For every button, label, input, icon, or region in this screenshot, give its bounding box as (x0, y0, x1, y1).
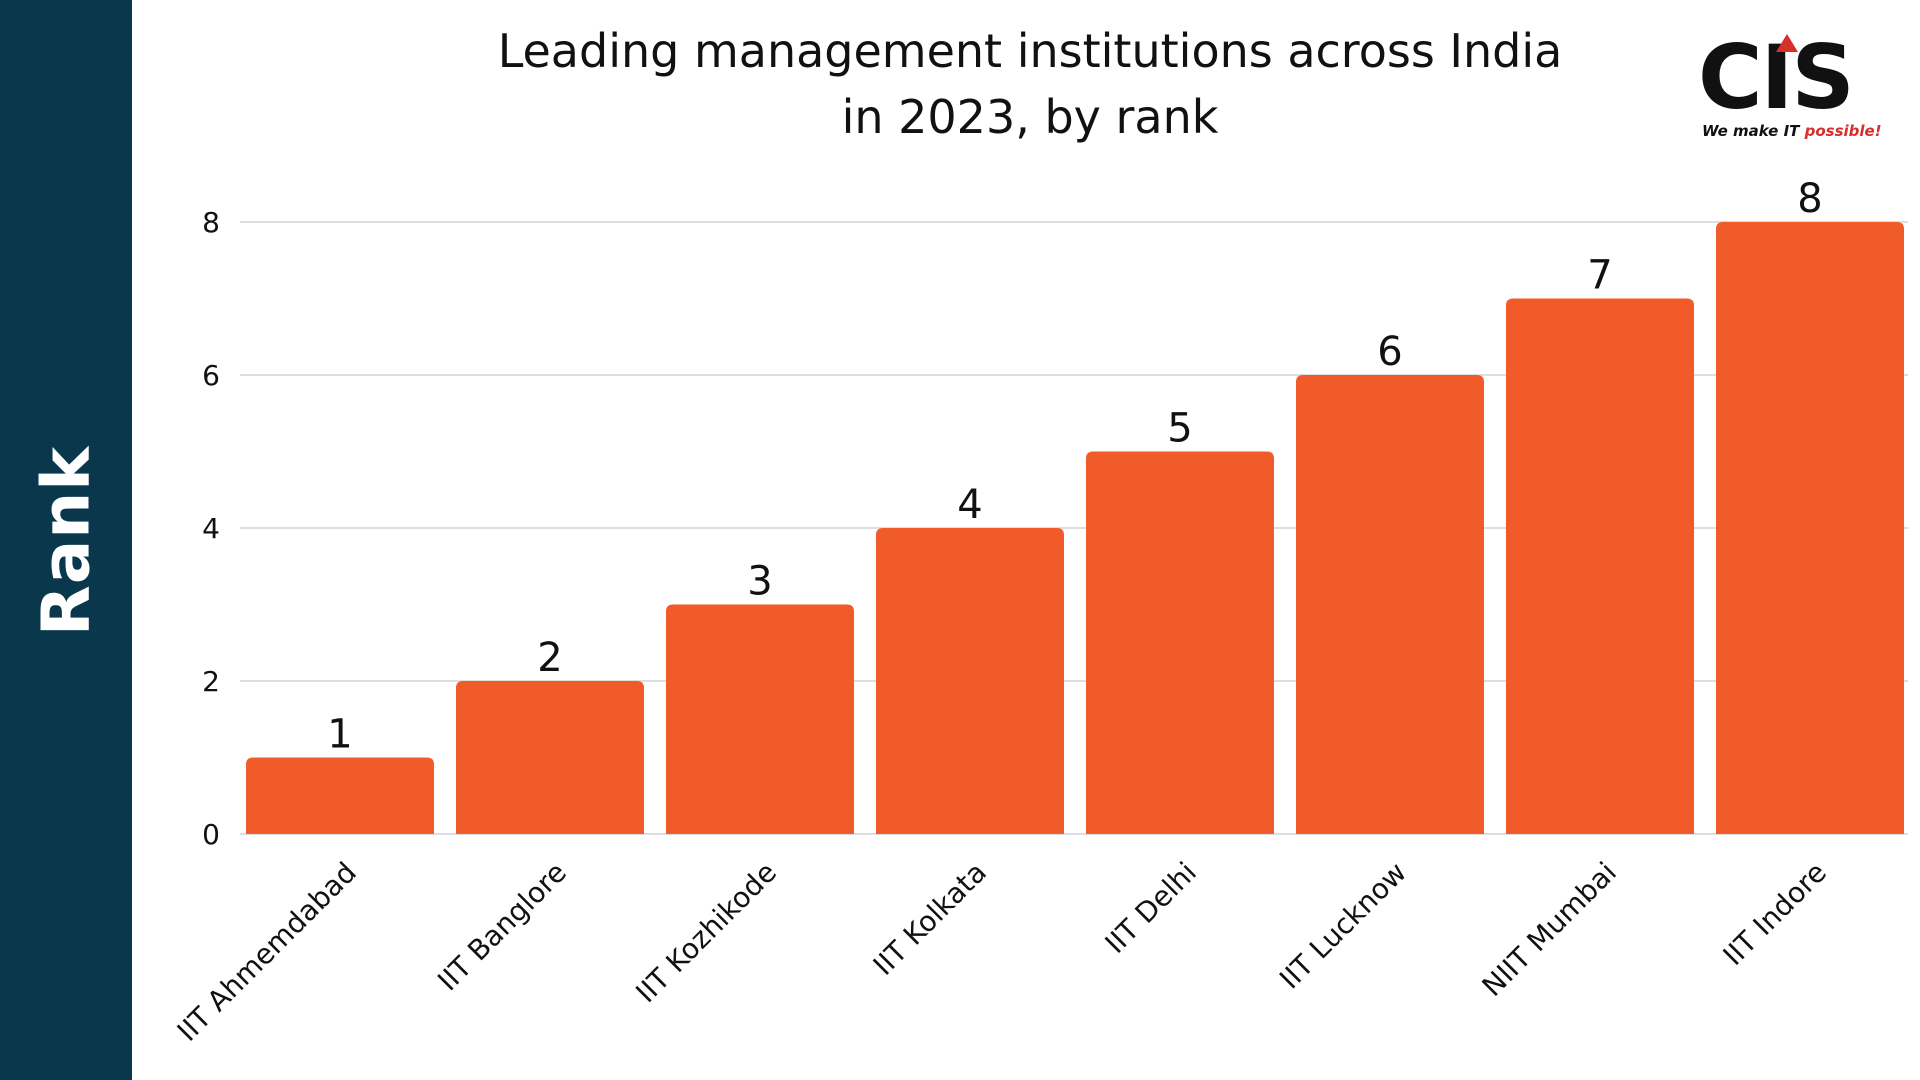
x-tick-label: IIT Delhi (1099, 856, 1203, 960)
bar (456, 681, 644, 834)
y-tick-label: 2 (202, 665, 220, 698)
x-tick-label: IIT Lucknow (1273, 856, 1413, 996)
bar (1506, 298, 1694, 834)
x-tick-label: IIT Banglore (431, 856, 573, 998)
data-label: 2 (537, 635, 562, 681)
logo-tagline-prefix: We make IT (1702, 122, 1805, 140)
x-tick-label: IIT Kolkata (867, 856, 993, 982)
bar (876, 528, 1064, 834)
bars (246, 222, 1904, 834)
data-label: 3 (747, 559, 772, 605)
data-label: 4 (957, 482, 982, 528)
y-tick-label: 6 (202, 359, 220, 392)
x-tick-label: IIT Kozhikode (629, 856, 783, 1010)
data-label: 6 (1377, 329, 1402, 375)
y-tick-label: 4 (202, 512, 220, 545)
chart-title: Leading management institutions across I… (400, 18, 1660, 150)
chart-title-line-1: Leading management institutions across I… (497, 24, 1563, 78)
x-tick-label: NIIT Mumbai (1476, 856, 1623, 1003)
side-band: Rank (0, 0, 132, 1080)
bar (246, 757, 434, 834)
data-label: 8 (1797, 176, 1822, 222)
cis-logo: CIS We make IT possible! (1690, 22, 1890, 152)
logo-tagline-accent: possible! (1804, 122, 1882, 140)
data-label: 7 (1587, 253, 1612, 299)
bar (1086, 451, 1274, 834)
bar (666, 604, 854, 834)
logo-accent-icon (1776, 34, 1798, 52)
y-tick-label: 0 (202, 818, 220, 851)
bar (1296, 375, 1484, 834)
data-label: 1 (327, 712, 352, 758)
x-tick-label: IIT Indore (1717, 856, 1833, 972)
bar (1716, 222, 1904, 834)
x-tick-label: IIT Ahmemdabad (171, 856, 363, 1048)
logo-tagline: We make IT possible! (1702, 122, 1882, 140)
y-tick-label: 8 (202, 206, 220, 239)
chart-title-line-2: in 2023, by rank (841, 90, 1219, 144)
data-label: 5 (1167, 406, 1192, 452)
